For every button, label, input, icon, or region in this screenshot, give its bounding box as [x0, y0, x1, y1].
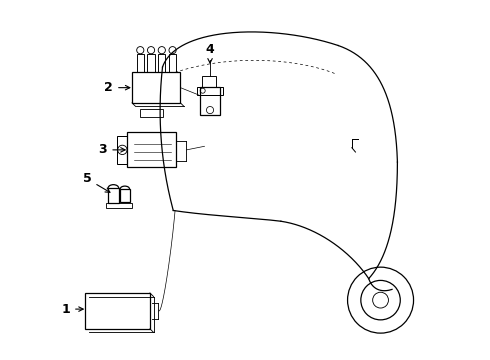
Bar: [117, 136, 127, 164]
Bar: [169, 54, 176, 72]
Bar: [202, 76, 216, 87]
Text: 1: 1: [61, 303, 83, 316]
Bar: [147, 54, 155, 72]
Bar: [106, 203, 132, 208]
Text: 5: 5: [83, 172, 110, 192]
Bar: [120, 189, 129, 202]
Text: 2: 2: [104, 81, 130, 94]
Bar: [196, 87, 223, 95]
Bar: [140, 109, 163, 117]
Bar: [137, 54, 144, 72]
Text: 3: 3: [98, 143, 125, 156]
Text: 4: 4: [206, 42, 215, 63]
Bar: [108, 188, 119, 203]
Bar: [85, 293, 150, 329]
Bar: [132, 72, 180, 103]
Bar: [200, 87, 220, 116]
Bar: [158, 54, 166, 72]
Bar: [127, 132, 176, 167]
